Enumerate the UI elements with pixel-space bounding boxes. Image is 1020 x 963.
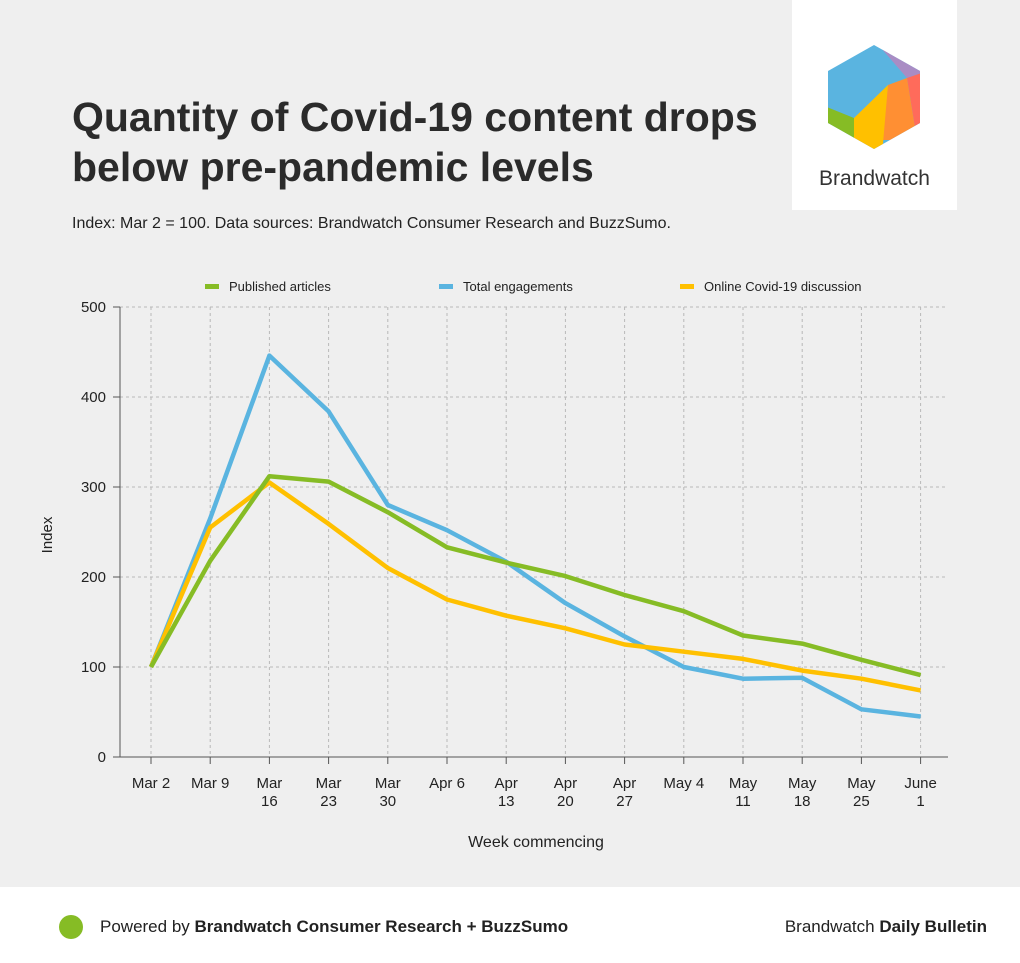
legend-label: Total engagements	[463, 279, 573, 294]
series-line-total-engagements[interactable]	[148, 353, 921, 719]
x-tick-label: May 11	[729, 775, 758, 810]
chart-subtitle: Index: Mar 2 = 100. Data sources: Brandw…	[72, 215, 671, 232]
x-tick-label: Mar 16	[256, 775, 282, 810]
x-tick-label: Apr 6	[429, 775, 465, 792]
series-line-published-articles[interactable]	[149, 473, 922, 678]
x-tick-label: Mar 30	[375, 775, 401, 810]
series-line-online-covid-19-discussion[interactable]	[148, 480, 922, 693]
y-tick-label: 400	[81, 389, 106, 406]
legend-label: Published articles	[229, 279, 331, 294]
legend-swatch	[439, 284, 453, 289]
daily-bulletin-credit: Brandwatch Daily Bulletin	[784, 917, 987, 936]
x-tick-label: Apr 13	[495, 775, 518, 810]
footer: Powered by Brandwatch Consumer Research …	[0, 887, 1020, 963]
y-axis-title: Index	[39, 516, 56, 553]
hexagon-logo-icon	[828, 45, 920, 149]
x-tick-label: May 25	[847, 775, 876, 810]
x-tick-label: Apr 20	[554, 775, 577, 810]
powered-by-source: Brandwatch Consumer Research + BuzzSumo	[194, 917, 569, 936]
x-tick-label: May 18	[788, 775, 817, 810]
legend-swatch	[680, 284, 694, 289]
x-tick-label: Mar 9	[191, 775, 229, 792]
legend-swatch	[205, 284, 219, 289]
logo-wordmark: Brandwatch	[819, 167, 930, 190]
legend-label: Online Covid-19 discussion	[704, 279, 862, 294]
x-tick-label: Mar 2	[132, 775, 170, 792]
x-tick-label: Apr 27	[613, 775, 636, 810]
y-tick-label: 100	[81, 659, 106, 676]
x-axis-title: Week commencing	[468, 834, 604, 851]
green-dot-icon	[59, 915, 83, 939]
powered-by-text: Powered by Brandwatch Consumer Research …	[100, 917, 569, 936]
daily-bulletin-name: Daily Bulletin	[879, 917, 987, 936]
line-chart: 0 100 200 300 400 500 Mar 2 Mar 9 Mar 16 Mar 23 Mar 3…	[39, 279, 948, 851]
brandwatch-logo[interactable]: Brandwatch	[792, 0, 957, 210]
page-title: Quantity of Covid-19 content drops below…	[72, 94, 758, 190]
y-tick-label: 200	[81, 569, 106, 586]
y-tick-label: 500	[81, 299, 106, 316]
x-tick-label: May 4	[663, 775, 704, 792]
y-tick-label: 300	[81, 479, 106, 496]
x-tick-label: Mar 23	[316, 775, 342, 810]
x-tick-label: June 1	[904, 775, 937, 810]
y-tick-label: 0	[98, 749, 106, 766]
